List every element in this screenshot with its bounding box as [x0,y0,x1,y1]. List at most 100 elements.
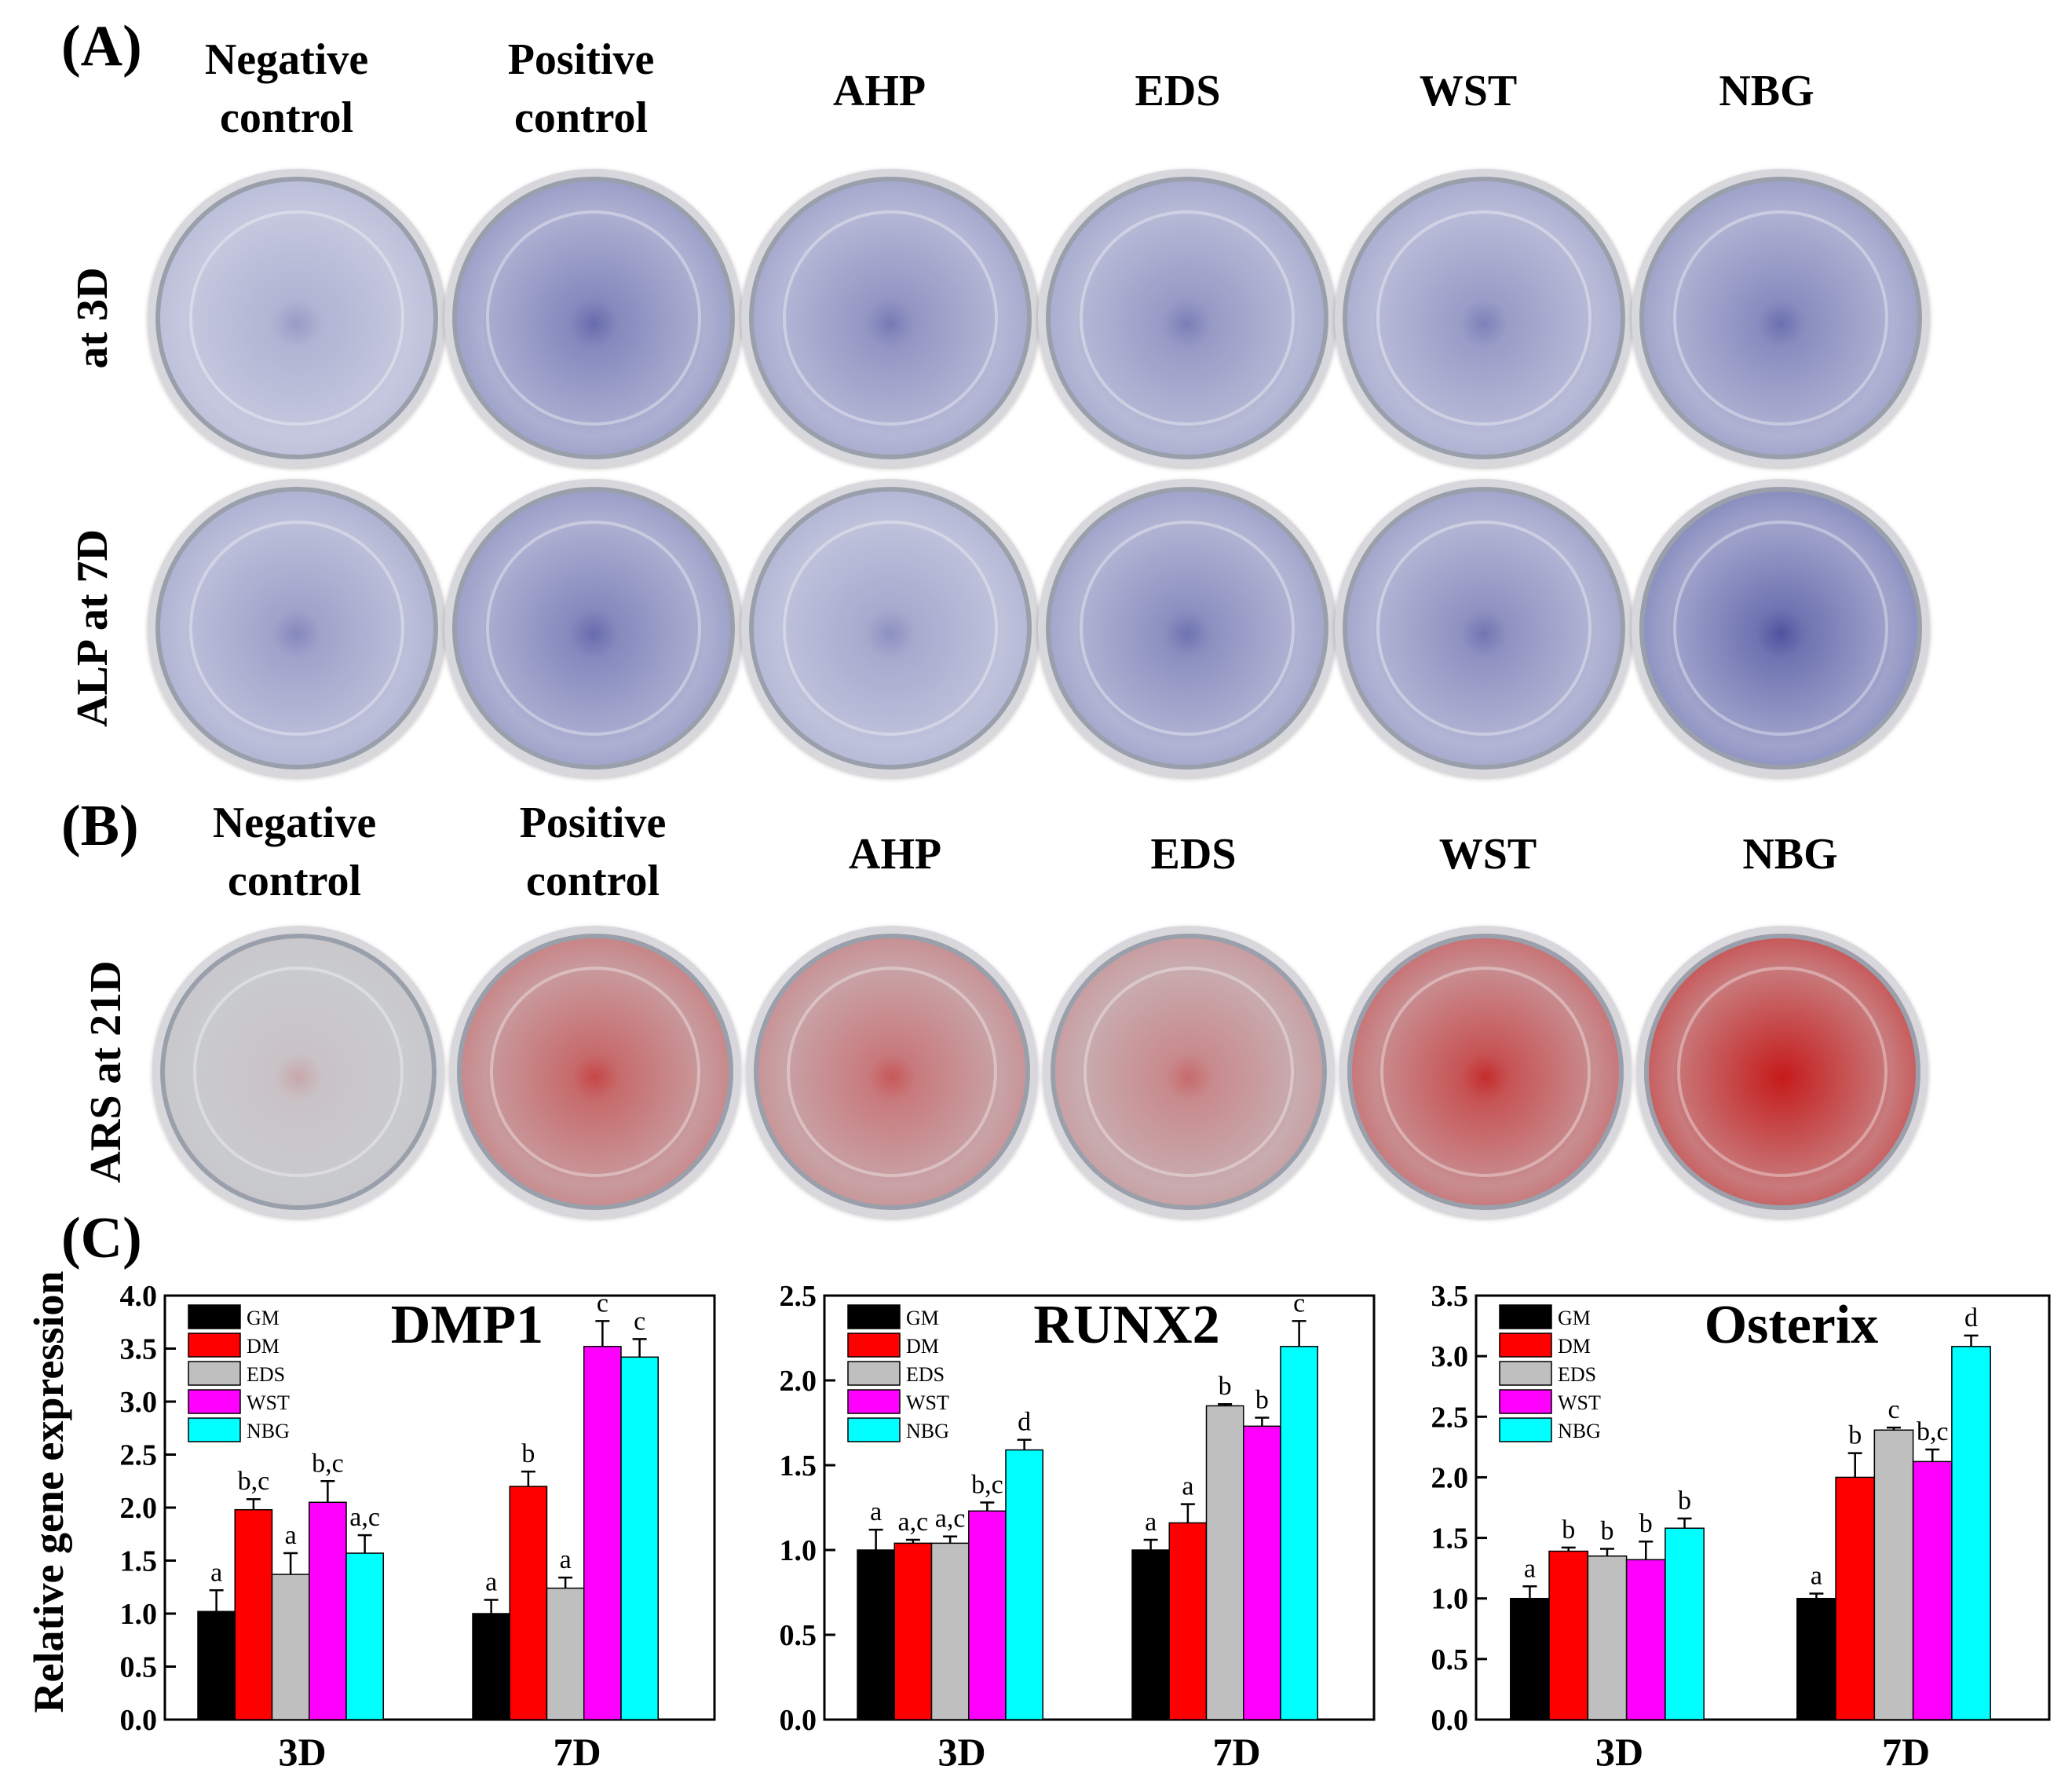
chart-2-legend-swatch [1499,1417,1552,1442]
panel-a-label: (A) [61,14,142,79]
panel-a-header-ahp: AHP [832,67,926,115]
chart-1-bar [1205,1405,1244,1720]
chart-2-legend-label: GM [1558,1307,1591,1329]
panel-b-dish-r1-c6 [1636,926,1928,1218]
chart-0-significance-label: b [521,1439,535,1468]
chart-2-significance-label: d [1964,1303,1978,1332]
panel-a-header-nbg: NBG [1719,67,1814,115]
chart-1-legend-label: GM [906,1307,939,1329]
chart-1-ytick-label: 0.0 [780,1704,817,1737]
chart-1-legend-swatch [847,1332,901,1358]
panel-a-dish-r2-c3 [741,479,1040,777]
chart-0-ytick-label: 0.0 [120,1704,158,1737]
chart-2-ytick-label: 3.5 [1431,1280,1469,1313]
chart-0-bar [234,1508,273,1720]
chart-1-bar [968,1510,1007,1720]
chart-0-significance-label: a [560,1545,572,1574]
panel-a-dish-r2-c1 [148,479,446,777]
chart-2-category-label: 3D [1595,1730,1643,1773]
chart-2-legend-label: WST [1558,1391,1601,1414]
chart-1-legend-swatch [847,1304,901,1329]
chart-2-significance-label: b [1848,1421,1862,1450]
chart-1-legend-swatch [847,1417,901,1442]
chart-2-legend-swatch [1499,1332,1552,1358]
chart-1-significance-label: a [1145,1508,1157,1537]
chart-1-legend-label: NBG [906,1420,949,1442]
chart-2-legend-label: NBG [1558,1420,1601,1442]
chart-1-ytick-label: 1.5 [780,1449,817,1482]
chart-0-ytick-label: 3.5 [120,1333,158,1366]
panel-a-header-positive-control: Positive control [507,35,655,142]
panel-b-dish-r1-c4 [1043,926,1335,1218]
panel-a-dish-r2-c2 [444,479,743,777]
chart-0-ytick-label: 2.5 [120,1439,158,1472]
panel-a-header-negative-control: Negative control [204,35,369,142]
chart-2-significance-label: b,c [1917,1417,1949,1446]
chart-0-bar [309,1501,347,1720]
chart-2-title: Osterix [1705,1295,1879,1355]
chart-1-legend-label: DM [906,1335,939,1358]
chart-0-legend-label: WST [247,1391,290,1414]
chart-1-legend-label: EDS [906,1363,945,1386]
chart-0-bar [197,1610,236,1720]
chart-2-ytick-label: 1.5 [1431,1523,1469,1555]
panel-b-header-eds: EDS [1150,830,1237,879]
chart-2-bar [1912,1460,1953,1720]
chart-0-legend-swatch [188,1417,241,1442]
chart-1-significance-label: a,c [898,1508,929,1537]
chart-1-bar [1243,1425,1281,1720]
chart-0-legend-swatch [188,1389,241,1414]
chart-0-legend-label: EDS [247,1363,285,1386]
chart-2-bar [1796,1597,1836,1720]
chart-1-bar [930,1542,970,1720]
chart-0-bar [271,1574,310,1720]
panel-c-label: (C) [61,1206,142,1270]
panel-b-row-label-21d: ARS at 21D [82,960,130,1183]
chart-2-significance-label: a [1811,1562,1822,1591]
panel-a-dish-r1-c2 [444,169,743,467]
chart-2-legend-label: DM [1558,1335,1591,1358]
panel-a-header-wst: WST [1419,67,1518,115]
chart-2-ytick-label: 0.5 [1431,1643,1469,1676]
chart-0-significance-label: a [210,1558,222,1587]
chart-1-category-label: 7D [1212,1730,1260,1773]
panel-b-dish-r1-c5 [1339,926,1632,1218]
panel-a-dish-r2-c5 [1335,479,1633,777]
chart-1-ytick-label: 2.5 [780,1280,817,1313]
panel-b-dish-r1-c1 [152,926,444,1218]
chart-0-bar [472,1613,510,1720]
chart-2-legend-label: EDS [1558,1363,1596,1386]
panel-a-dish-r1-c6 [1632,169,1930,467]
chart-0-legend-swatch [188,1361,241,1386]
panel-b-header-negative-control: Negative control [212,799,377,905]
panel-b-header-wst: WST [1438,830,1537,879]
chart-2-bar [1625,1559,1666,1720]
osterix-chart: 0.0 0.5 1.0 1.5 2.0 2.5 3.0 3.5 Osterix GM DM EDS WS… [1431,1280,2051,1773]
chart-2-significance-label: c [1887,1395,1899,1424]
chart-0-bar [509,1486,548,1720]
chart-1-ytick-label: 0.5 [780,1619,817,1652]
panel-a-row-label-7d: ALP at 7D [68,529,117,727]
chart-2-bar [1951,1346,1991,1720]
chart-2-ytick-label: 0.0 [1431,1704,1469,1737]
chart-0-legend-label: GM [247,1307,280,1329]
chart-1-bar [1131,1549,1170,1720]
chart-2-bar [1548,1550,1589,1720]
chart-0-significance-label: c [634,1307,645,1336]
panel-b-label: (B) [61,794,139,858]
chart-2-category-label: 7D [1882,1730,1930,1773]
chart-2-bar [1587,1555,1628,1720]
chart-0-significance-label: c [597,1289,608,1318]
chart-1-ytick-label: 2.0 [780,1365,817,1398]
chart-2-significance-label: b [1562,1515,1575,1545]
chart-1-significance-label: a [1182,1472,1193,1501]
chart-1-frame [823,1294,1376,1721]
chart-0-legend-swatch [188,1304,241,1329]
panel-a-dish-r1-c5 [1335,169,1633,467]
chart-1-legend-swatch [847,1361,901,1386]
chart-2-legend-swatch [1499,1304,1552,1329]
panel-b-dish-r1-c2 [449,926,741,1218]
chart-0-bar [583,1346,622,1720]
chart-2-significance-label: a [1524,1554,1536,1583]
chart-2-significance-label: b [1639,1509,1653,1538]
